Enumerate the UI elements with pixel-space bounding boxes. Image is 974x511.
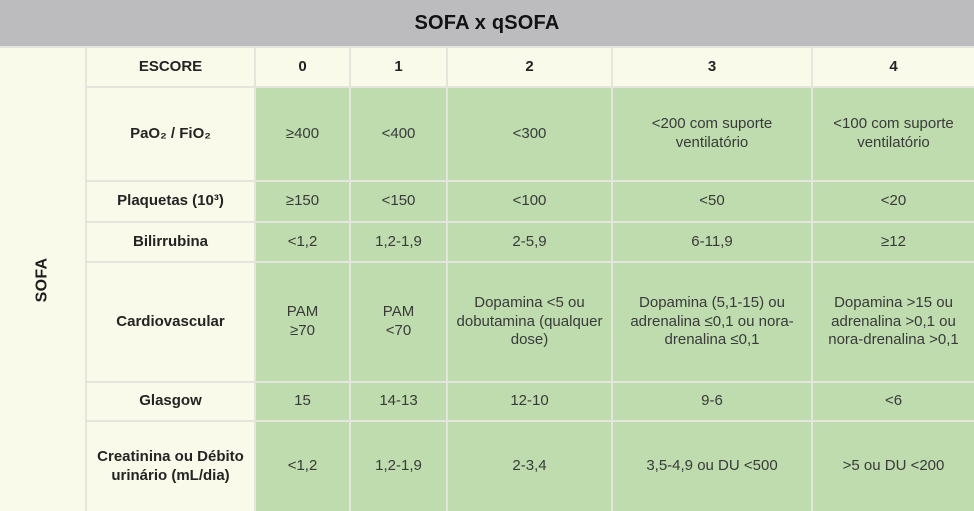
cell-creatinina-score3: 3,5-4,9 ou DU <500 bbox=[613, 422, 811, 511]
cell-pao2-score4: <100 com suporte ventilatório bbox=[813, 88, 974, 180]
side-label-sofa: SOFA bbox=[33, 257, 51, 302]
score-col-3: 3 bbox=[613, 48, 811, 86]
score-col-2: 2 bbox=[448, 48, 611, 86]
cell-bilirrubina-score3: 6-11,9 bbox=[613, 223, 811, 261]
side-label-cell: SOFA bbox=[0, 48, 85, 511]
row-header-cardiovascular: Cardiovascular bbox=[87, 263, 254, 381]
row-header-plaquetas: Plaquetas (10³) bbox=[87, 182, 254, 221]
row-header-bilirrubina: Bilirrubina bbox=[87, 223, 254, 261]
cell-cardiovascular-score0: PAM ≥70 bbox=[256, 263, 349, 381]
cell-pao2-score3: <200 com suporte ventilatório bbox=[613, 88, 811, 180]
cell-creatinina-score0: <1,2 bbox=[256, 422, 349, 511]
row-header-pao2-fio2: PaO₂ / FiO₂ bbox=[87, 88, 254, 180]
cell-creatinina-score1: 1,2-1,9 bbox=[351, 422, 446, 511]
cell-pao2-score2: <300 bbox=[448, 88, 611, 180]
cell-cardiovascular-score3: Dopamina (5,1-15) ou adrenalina ≤0,1 ou … bbox=[613, 263, 811, 381]
table-title-bar: SOFA x qSOFA bbox=[0, 0, 974, 46]
row-header-creatinina: Creatinina ou Débito urinário (mL/dia) bbox=[87, 422, 254, 511]
cell-bilirrubina-score1: 1,2-1,9 bbox=[351, 223, 446, 261]
cell-plaquetas-score3: <50 bbox=[613, 182, 811, 221]
score-grid: SOFA ESCORE 0 1 2 3 4 PaO₂ / FiO₂ ≥400 <… bbox=[0, 48, 974, 511]
cell-creatinina-score2: 2-3,4 bbox=[448, 422, 611, 511]
cell-bilirrubina-score0: <1,2 bbox=[256, 223, 349, 261]
cell-glasgow-score0: 15 bbox=[256, 383, 349, 420]
score-col-0: 0 bbox=[256, 48, 349, 86]
cell-pao2-score1: <400 bbox=[351, 88, 446, 180]
cell-plaquetas-score4: <20 bbox=[813, 182, 974, 221]
cell-pao2-score0: ≥400 bbox=[256, 88, 349, 180]
escore-header: ESCORE bbox=[87, 48, 254, 86]
cell-plaquetas-score2: <100 bbox=[448, 182, 611, 221]
cell-glasgow-score3: 9-6 bbox=[613, 383, 811, 420]
cell-glasgow-score2: 12-10 bbox=[448, 383, 611, 420]
table-title: SOFA x qSOFA bbox=[414, 11, 560, 34]
cell-cardiovascular-score2: Dopamina <5 ou dobutamina (qualquer dose… bbox=[448, 263, 611, 381]
cell-glasgow-score1: 14-13 bbox=[351, 383, 446, 420]
row-header-glasgow: Glasgow bbox=[87, 383, 254, 420]
cell-creatinina-score4: >5 ou DU <200 bbox=[813, 422, 974, 511]
cell-cardiovascular-score1: PAM <70 bbox=[351, 263, 446, 381]
cell-bilirrubina-score2: 2-5,9 bbox=[448, 223, 611, 261]
score-col-4: 4 bbox=[813, 48, 974, 86]
score-col-1: 1 bbox=[351, 48, 446, 86]
cell-bilirrubina-score4: ≥12 bbox=[813, 223, 974, 261]
cell-glasgow-score4: <6 bbox=[813, 383, 974, 420]
cell-cardiovascular-score4: Dopamina >15 ou adrenalina >0,1 ou nora-… bbox=[813, 263, 974, 381]
cell-plaquetas-score0: ≥150 bbox=[256, 182, 349, 221]
cell-plaquetas-score1: <150 bbox=[351, 182, 446, 221]
